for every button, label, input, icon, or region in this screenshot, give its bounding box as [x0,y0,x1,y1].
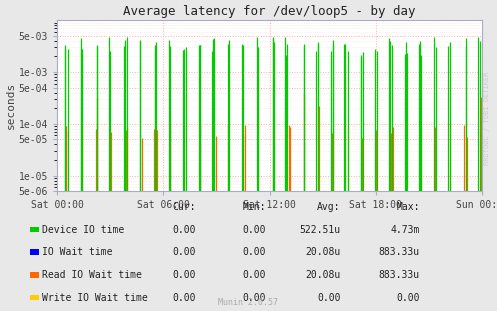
Text: Read IO Wait time: Read IO Wait time [42,270,142,280]
Text: 0.00: 0.00 [243,293,266,303]
Text: Max:: Max: [397,202,420,212]
Text: Write IO Wait time: Write IO Wait time [42,293,148,303]
Text: 0.00: 0.00 [173,225,196,234]
Title: Average latency for /dev/loop5 - by day: Average latency for /dev/loop5 - by day [123,5,416,18]
Text: Avg:: Avg: [317,202,340,212]
Y-axis label: seconds: seconds [6,82,16,129]
Text: 0.00: 0.00 [243,247,266,257]
Text: IO Wait time: IO Wait time [42,247,113,257]
Text: 883.33u: 883.33u [379,247,420,257]
Text: 20.08u: 20.08u [305,247,340,257]
Text: 0.00: 0.00 [173,247,196,257]
Text: 883.33u: 883.33u [379,270,420,280]
Text: 0.00: 0.00 [173,293,196,303]
Text: 0.00: 0.00 [317,293,340,303]
Text: RRDTOOL / TOBI OETIKER: RRDTOOL / TOBI OETIKER [484,72,490,165]
Text: Munin 2.0.57: Munin 2.0.57 [219,298,278,307]
Text: 0.00: 0.00 [243,225,266,234]
Text: 4.73m: 4.73m [391,225,420,234]
Text: 522.51u: 522.51u [299,225,340,234]
Text: Device IO time: Device IO time [42,225,124,234]
Text: Cur:: Cur: [173,202,196,212]
Text: 0.00: 0.00 [173,270,196,280]
Text: Min:: Min: [243,202,266,212]
Text: 20.08u: 20.08u [305,270,340,280]
Text: 0.00: 0.00 [397,293,420,303]
Text: 0.00: 0.00 [243,270,266,280]
